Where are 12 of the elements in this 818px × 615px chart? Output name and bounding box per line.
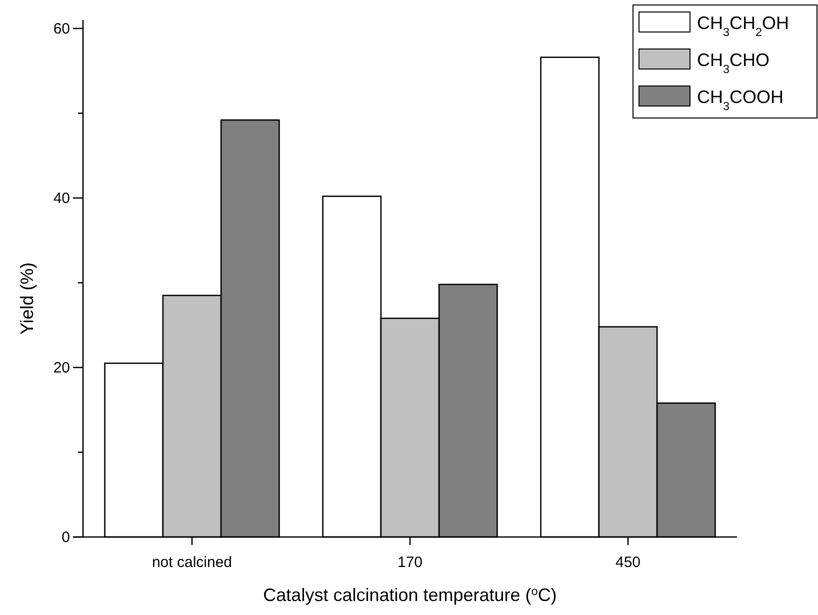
legend-label: CH$_{3}$CHO — [697, 50, 770, 76]
legend-label: CH$_{3}$COOH — [697, 87, 784, 112]
y-tick-label: 20 — [53, 359, 70, 376]
x-axis-title: Catalyst calcination temperature ($^{o}$C) — [263, 584, 557, 605]
x-tick-label: not calcined — [152, 554, 232, 571]
x-tick-label: 450 — [615, 554, 641, 571]
x-tick-label: 170 — [397, 554, 423, 571]
y-tick-label: 60 — [53, 20, 70, 38]
y-tick-label: 0 — [62, 529, 70, 546]
legend-label: CH$_{3}$CH$_{2}$OH — [697, 13, 790, 38]
y-tick-label: 40 — [53, 190, 70, 207]
y-axis-title: Yield (%) — [17, 262, 37, 335]
